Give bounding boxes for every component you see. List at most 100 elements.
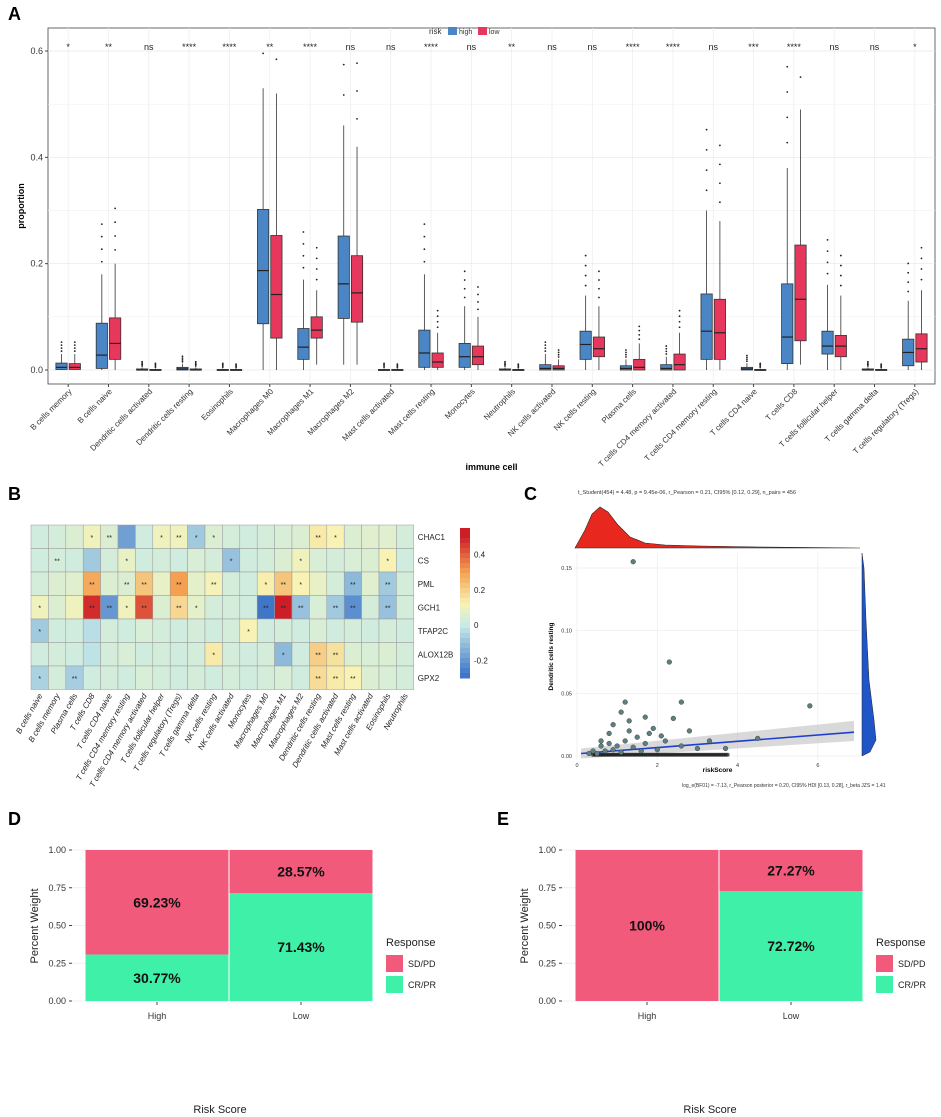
color-scale-tick: -0.2 xyxy=(474,656,488,665)
heatmap-cell xyxy=(274,618,293,643)
box-high xyxy=(257,209,270,325)
x-tick-label: T cells CD8 xyxy=(764,387,800,423)
heatmap-cell xyxy=(239,642,258,667)
color-scale-step xyxy=(460,623,470,629)
outlier-point xyxy=(678,320,681,323)
x-tick-label: Low xyxy=(783,1011,800,1021)
legend-swatch-sd-pd xyxy=(876,955,893,972)
significance-label: ns xyxy=(144,42,154,52)
data-point xyxy=(755,735,761,742)
outlier-point xyxy=(302,266,305,269)
outlier-point xyxy=(786,141,789,144)
color-scale-step xyxy=(460,608,470,614)
data-label: 30.77% xyxy=(133,970,181,986)
data-point xyxy=(590,748,596,754)
outlier-point xyxy=(920,278,923,281)
outlier-point xyxy=(423,223,426,226)
x-tick-label: Neutrophils xyxy=(482,387,517,422)
significance-star: ** xyxy=(107,605,113,612)
data-point xyxy=(666,659,672,665)
heatmap-cell xyxy=(135,665,154,690)
y-axis-title: Percent Weight xyxy=(29,888,41,963)
heatmap-cell xyxy=(82,548,101,573)
significance-label: ns xyxy=(467,42,477,52)
significance-star: ** xyxy=(281,605,287,612)
outlier-point xyxy=(477,293,479,296)
data-point xyxy=(634,734,640,740)
y-tick-label: 0.50 xyxy=(538,921,556,931)
data-point xyxy=(722,745,729,752)
top-density xyxy=(574,506,861,549)
data-point xyxy=(694,745,701,752)
significance-star: * xyxy=(299,558,302,565)
outlier-point xyxy=(517,363,520,366)
heatmap-cell xyxy=(378,642,397,667)
legend-swatch-high xyxy=(448,27,457,35)
x-tick-label: High xyxy=(638,1011,657,1021)
heatmap-cell xyxy=(100,642,119,667)
outlier-point xyxy=(141,362,144,365)
outlier-point xyxy=(141,360,144,363)
significance-label: ns xyxy=(346,42,356,52)
significance-star: * xyxy=(195,605,198,612)
outlier-point xyxy=(920,257,923,260)
heatmap-cell xyxy=(169,548,188,573)
heatmap-cell xyxy=(204,665,223,690)
bar-segment-SD/PD xyxy=(85,850,229,955)
x-tick-label: 6 xyxy=(816,763,819,769)
significance-star: ** xyxy=(333,676,339,683)
outlier-point xyxy=(383,362,385,365)
y-tick-label: 0.00 xyxy=(538,996,556,1006)
color-scale-step xyxy=(460,643,470,649)
outlier-point xyxy=(907,271,910,274)
y-tick-label: 0.6 xyxy=(30,46,43,56)
outlier-point xyxy=(141,365,144,367)
heatmap-cell xyxy=(100,665,119,690)
heatmap-cell xyxy=(378,618,397,643)
legend-swatch-sd-pd xyxy=(386,955,403,972)
box-low xyxy=(713,298,726,360)
data-label: 27.27% xyxy=(767,863,815,879)
heatmap-cell xyxy=(239,548,258,573)
heatmap-cell xyxy=(361,595,380,620)
y-tick-label: 0.2 xyxy=(30,259,43,269)
data-point xyxy=(630,559,636,565)
box-high xyxy=(95,322,108,369)
x-axis-title: Risk Score xyxy=(193,1104,246,1116)
y-tick-label: 1.00 xyxy=(48,845,66,855)
significance-star: * xyxy=(125,605,128,612)
heatmap-cell xyxy=(222,571,241,596)
significance-star: ** xyxy=(107,535,113,542)
color-scale-step xyxy=(460,668,470,674)
x-tick-label: B cells memory xyxy=(29,387,74,432)
significance-label: **** xyxy=(424,42,439,52)
outlier-point xyxy=(194,363,197,366)
outlier-point xyxy=(463,296,466,299)
box-high xyxy=(297,328,310,360)
box-high xyxy=(55,362,68,370)
outlier-point xyxy=(60,350,63,352)
outlier-point xyxy=(907,281,910,284)
significance-star: ** xyxy=(350,676,356,683)
outlier-point xyxy=(221,362,224,365)
heatmap-cell xyxy=(117,642,136,667)
significance-star: * xyxy=(125,558,128,565)
outlier-point xyxy=(181,357,184,360)
heatmap-cell xyxy=(256,524,275,549)
outlier-point xyxy=(759,366,762,369)
outlier-point xyxy=(60,341,63,344)
y-tick-label: 1.00 xyxy=(538,845,556,855)
outlier-point xyxy=(221,363,224,366)
heatmap-cell xyxy=(396,571,415,596)
x-tick-label: T cells CD4 memory resting xyxy=(643,387,719,463)
significance-star: ** xyxy=(385,582,391,589)
outlier-point xyxy=(302,231,305,233)
significance-label: ** xyxy=(508,42,516,52)
color-scale-tick: 0 xyxy=(474,621,479,630)
panel-label-e: E xyxy=(497,809,509,829)
significance-star: ** xyxy=(176,605,182,612)
heatmap-cell xyxy=(343,618,362,643)
outlier-point xyxy=(839,274,842,277)
heatmap-cell xyxy=(65,642,84,667)
outlier-point xyxy=(504,360,506,363)
